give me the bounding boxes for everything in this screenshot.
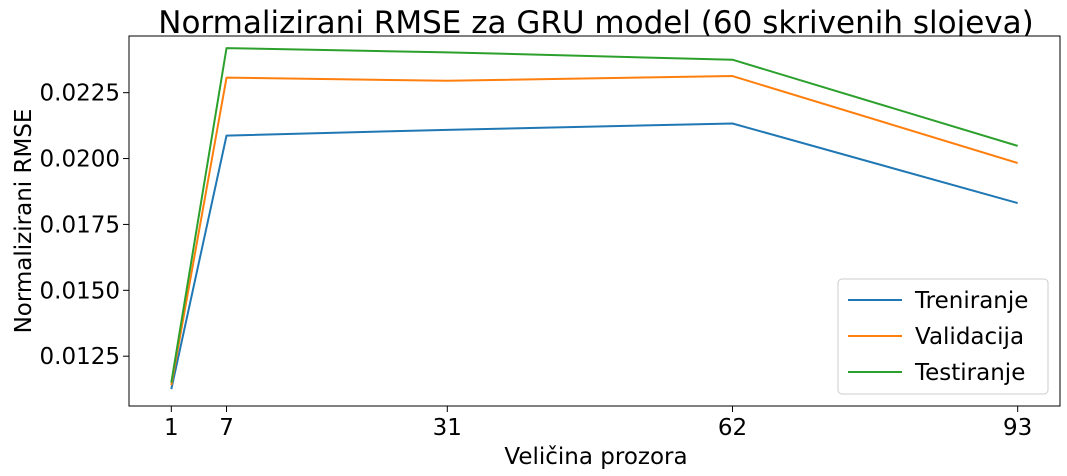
x-tick-label: 31 — [433, 415, 462, 441]
y-tick-label: 0.0125 — [40, 344, 120, 370]
series-line-validacija — [170, 75, 1018, 386]
y-tick-label: 0.0175 — [40, 212, 120, 238]
x-axis-label: Veličina prozora — [504, 444, 687, 470]
series-line-testiranje — [170, 47, 1018, 383]
y-tick-label: 0.0225 — [40, 81, 120, 107]
y-axis-ticks: 0.0125 0.0150 0.0175 0.0200 0.0225 — [40, 81, 129, 370]
x-tick-label: 62 — [718, 415, 747, 441]
legend-box — [837, 278, 1049, 395]
legend-label-treniranje: Treniranje — [914, 288, 1028, 314]
series-line-treniranje — [170, 122, 1018, 390]
x-axis-ticks: 1 7 31 62 93 — [164, 406, 1032, 441]
y-tick-label: 0.0200 — [40, 147, 120, 173]
y-axis-label: Normalizirani RMSE — [11, 109, 37, 334]
chart-title: Normalizirani RMSE za GRU model (60 skri… — [158, 5, 1033, 41]
y-tick-label: 0.0150 — [40, 278, 120, 304]
x-tick-label: 1 — [164, 415, 179, 441]
x-tick-label: 93 — [1003, 415, 1032, 441]
legend-label-testiranje: Testiranje — [914, 360, 1025, 386]
x-tick-label: 7 — [219, 415, 234, 441]
legend: Treniranje Validacija Testiranje — [837, 278, 1049, 395]
series-lines — [170, 47, 1018, 390]
legend-label-validacija: Validacija — [915, 324, 1024, 350]
